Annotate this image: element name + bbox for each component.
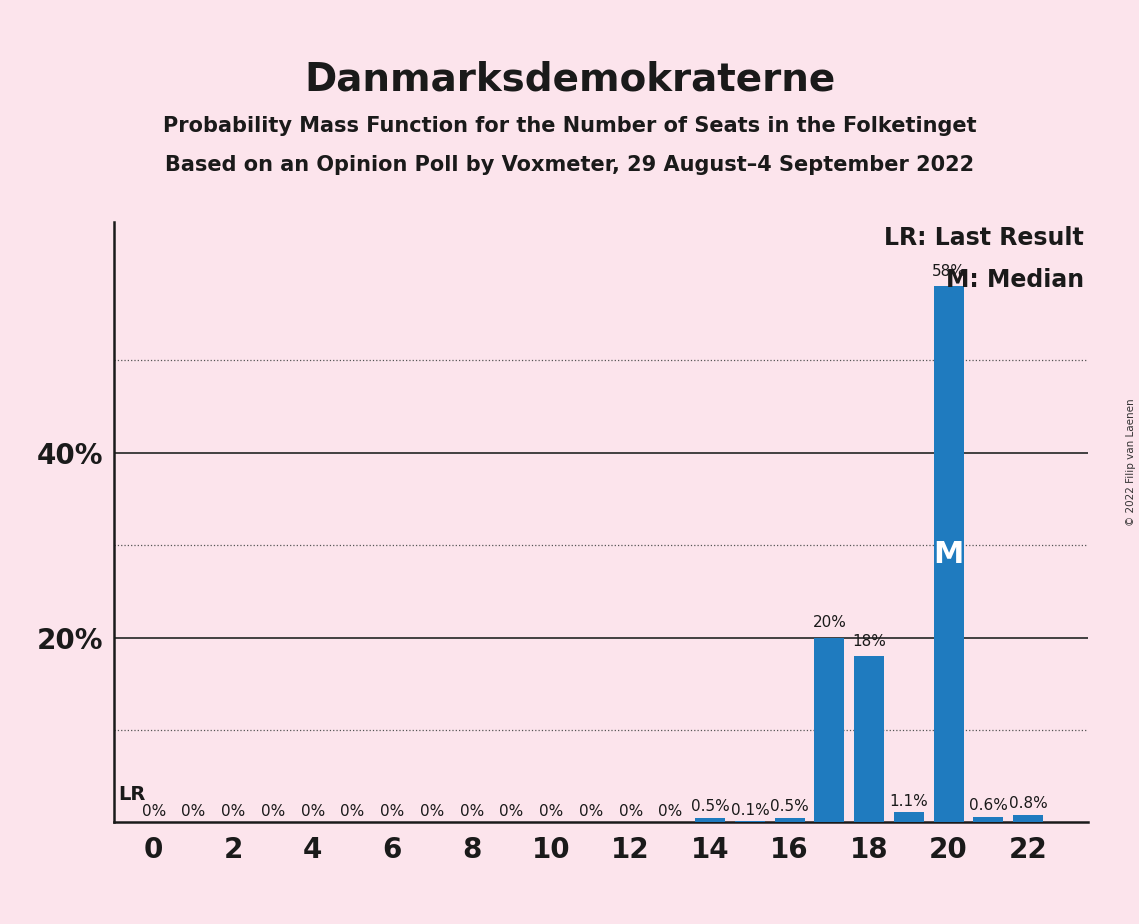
Text: 58%: 58% <box>932 264 966 279</box>
Bar <box>735 821 764 822</box>
Text: Based on an Opinion Poll by Voxmeter, 29 August–4 September 2022: Based on an Opinion Poll by Voxmeter, 29… <box>165 155 974 176</box>
Text: 0%: 0% <box>261 804 285 819</box>
Text: M: Median: M: Median <box>945 268 1084 292</box>
Text: Probability Mass Function for the Number of Seats in the Folketinget: Probability Mass Function for the Number… <box>163 116 976 136</box>
Text: 20%: 20% <box>812 615 846 630</box>
Text: 0%: 0% <box>618 804 642 819</box>
Text: Danmarksdemokraterne: Danmarksdemokraterne <box>304 60 835 98</box>
Text: 0%: 0% <box>539 804 564 819</box>
Text: M: M <box>934 540 964 569</box>
Text: 0%: 0% <box>301 804 325 819</box>
Text: 0%: 0% <box>499 804 524 819</box>
Text: 0%: 0% <box>221 804 245 819</box>
Text: 0.5%: 0.5% <box>690 799 729 814</box>
Text: 0.1%: 0.1% <box>730 803 769 818</box>
Text: 0.5%: 0.5% <box>770 799 809 814</box>
Text: 0%: 0% <box>420 804 444 819</box>
Bar <box>854 656 884 822</box>
Text: 1.1%: 1.1% <box>890 794 928 808</box>
Bar <box>775 818 804 822</box>
Text: LR: Last Result: LR: Last Result <box>884 226 1084 250</box>
Text: 0%: 0% <box>459 804 484 819</box>
Text: 0.6%: 0.6% <box>969 798 1008 813</box>
Text: LR: LR <box>117 784 146 804</box>
Bar <box>934 286 964 822</box>
Text: 0%: 0% <box>579 804 603 819</box>
Text: © 2022 Filip van Laenen: © 2022 Filip van Laenen <box>1126 398 1136 526</box>
Text: 0.8%: 0.8% <box>1009 796 1048 811</box>
Text: 0%: 0% <box>658 804 682 819</box>
Bar <box>814 638 844 822</box>
Bar <box>974 817 1003 822</box>
Text: 18%: 18% <box>852 634 886 649</box>
Text: 0%: 0% <box>380 804 404 819</box>
Text: 0%: 0% <box>181 804 205 819</box>
Bar <box>1014 815 1043 822</box>
Bar <box>695 818 726 822</box>
Text: 0%: 0% <box>341 804 364 819</box>
Text: 0%: 0% <box>141 804 166 819</box>
Bar <box>894 812 924 822</box>
